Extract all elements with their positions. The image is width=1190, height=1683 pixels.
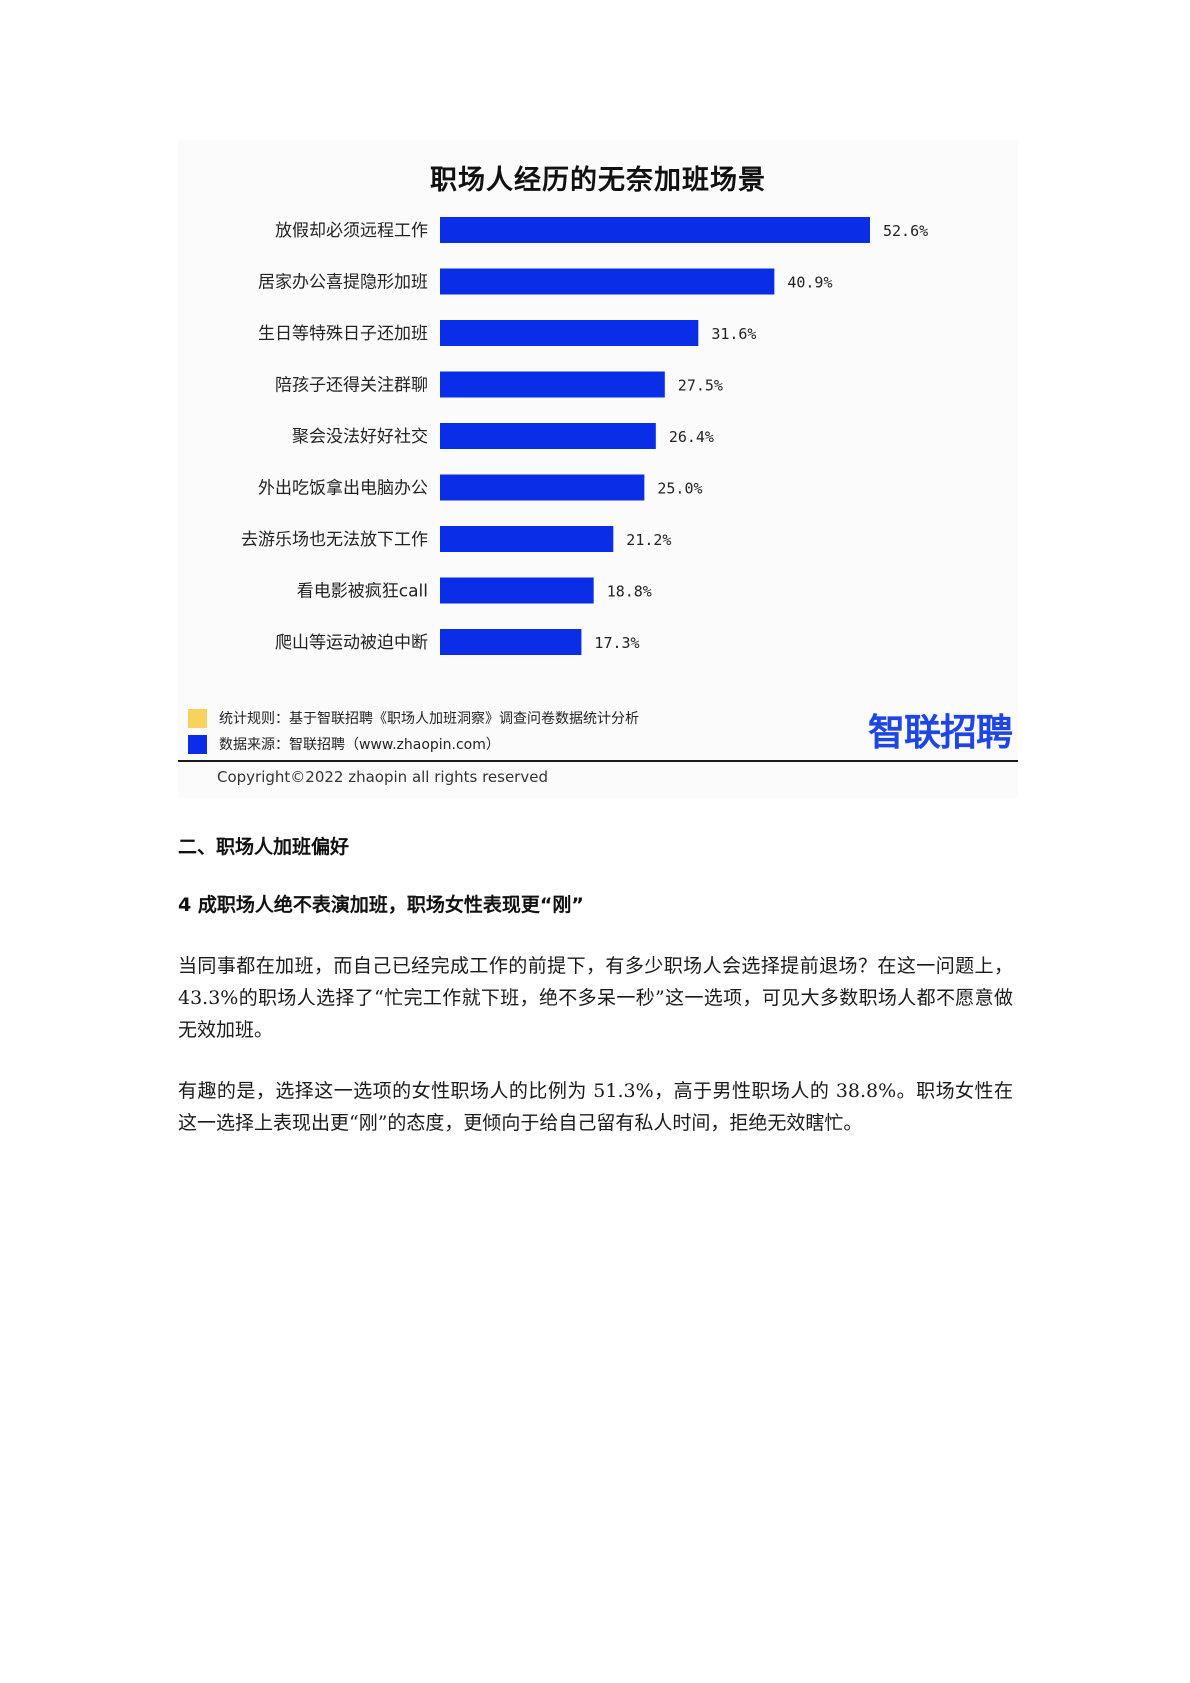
chart-divider	[178, 760, 1018, 762]
legend-item-rule: 统计规则：基于智联招聘《职场人加班洞察》调查问卷数据统计分析	[188, 708, 639, 728]
category-label: 爬山等运动被迫中断	[275, 633, 428, 653]
legend-text-source: 数据来源：智联招聘（www.zhaopin.com）	[219, 737, 500, 753]
value-label: 27.5%	[678, 377, 723, 395]
bar	[440, 371, 665, 398]
legend-text-rule: 统计规则：基于智联招聘《职场人加班洞察》调查问卷数据统计分析	[219, 711, 639, 727]
bar	[440, 629, 582, 655]
chart-title: 职场人经历的无奈加班场景	[430, 165, 766, 196]
category-label: 陪孩子还得关注群聊	[275, 376, 428, 396]
bar-chart: 放假却必须远程工作 52.6% 居家办公喜提隐形加班 40.9% 生日等特殊日子还加班 3…	[241, 217, 928, 655]
value-label: 40.9%	[787, 274, 832, 292]
value-label: 52.6%	[883, 222, 928, 240]
legend-item-source: 数据来源：智联招聘（www.zhaopin.com）	[188, 734, 500, 754]
value-label: 21.2%	[626, 531, 671, 549]
bar	[440, 577, 594, 604]
category-label: 居家办公喜提隐形加班	[258, 273, 428, 293]
legend-swatch-yellow	[188, 708, 207, 728]
value-label: 18.8%	[607, 583, 652, 601]
value-label: 25.0%	[657, 480, 702, 498]
category-label: 看电影被疯狂call	[297, 582, 428, 602]
category-label: 外出吃饭拿出电脑办公	[258, 478, 428, 499]
paragraph-1: 当同事都在加班，而自己已经完成工作的前提下，有多少职场人会选择提前退场？在这一问…	[178, 955, 1013, 1041]
category-label: 生日等特殊日子还加班	[258, 324, 428, 344]
bar	[440, 217, 870, 243]
value-label: 17.3%	[594, 634, 639, 652]
category-label: 去游乐场也无法放下工作	[241, 530, 428, 550]
bar	[440, 268, 775, 295]
category-label: 放假却必须远程工作	[275, 221, 428, 241]
bar	[440, 320, 699, 346]
copyright-text: Copyright©2022 zhaopin all rights reserv…	[217, 768, 548, 786]
sub-heading: 4 成职场人绝不表演加班，职场女性表现更“刚”	[178, 894, 584, 916]
value-label: 31.6%	[711, 325, 756, 343]
chart-panel	[178, 140, 1018, 798]
bar	[440, 423, 656, 449]
category-label: 聚会没法好好社交	[292, 427, 428, 447]
legend-swatch-blue	[188, 734, 207, 754]
paragraph-2: 有趣的是，选择这一选项的女性职场人的比例为 51.3%，高于男性职场人的 38.…	[178, 1080, 1013, 1134]
value-label: 26.4%	[669, 428, 714, 446]
section-heading: 二、职场人加班偏好	[178, 836, 350, 858]
bar	[440, 474, 645, 501]
bar	[440, 526, 614, 552]
zhaopin-logo: 智联招聘	[868, 711, 1013, 754]
